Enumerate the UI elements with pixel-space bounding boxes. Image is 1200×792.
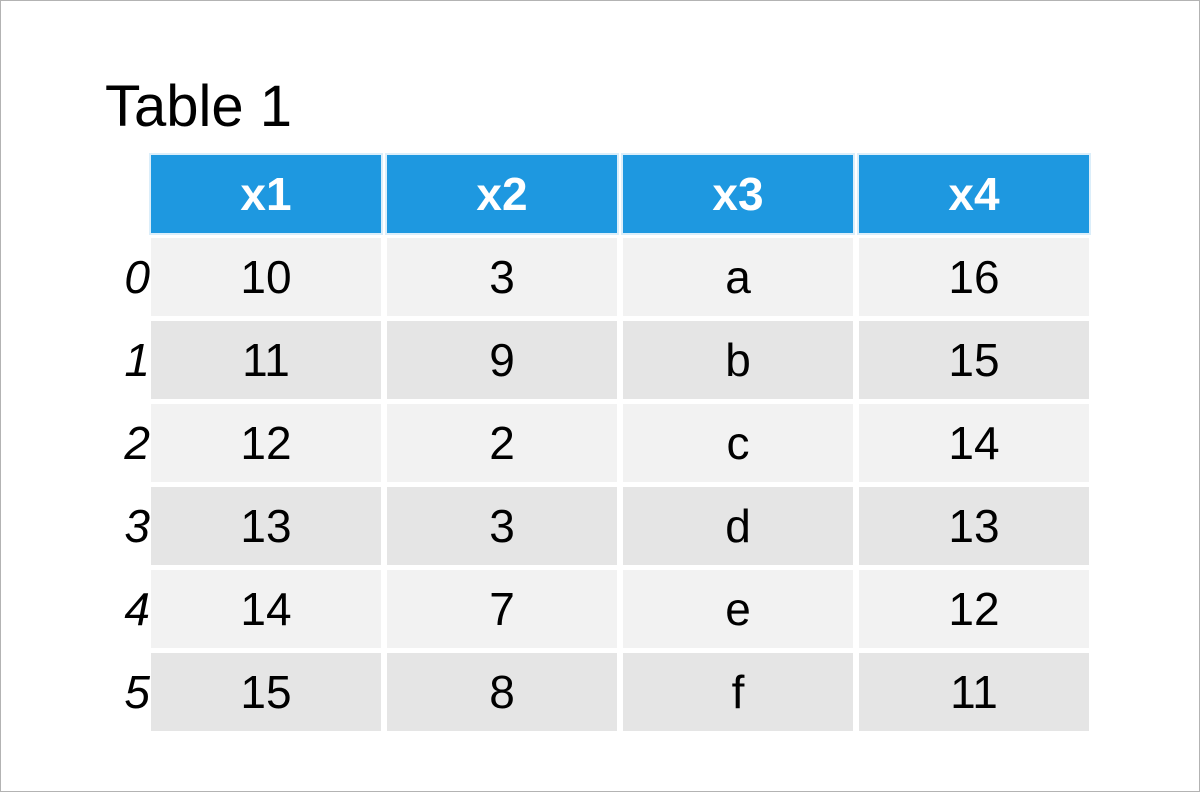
table-cell: d xyxy=(623,487,853,565)
column-header-x3: x3 xyxy=(621,153,855,235)
table-cell: 12 xyxy=(859,570,1089,648)
table-cell: 10 xyxy=(151,238,381,316)
table-cell: 3 xyxy=(387,487,617,565)
table-cell: 8 xyxy=(387,653,617,731)
table-cell: e xyxy=(623,570,853,648)
table-cell: 3 xyxy=(387,238,617,316)
table-cell: 14 xyxy=(859,404,1089,482)
row-index: 5 xyxy=(124,666,150,718)
table-cell: c xyxy=(623,404,853,482)
table-cell: 15 xyxy=(859,321,1089,399)
data-table: x1 x2 x3 x4 10 3 a 16 11 9 b 15 12 2 c 14 13 3 d 13 14 7 e 12 15… xyxy=(149,153,1091,731)
table-cell: b xyxy=(623,321,853,399)
table-cell: 11 xyxy=(151,321,381,399)
table-cell: 9 xyxy=(387,321,617,399)
row-index: 4 xyxy=(124,583,150,635)
column-header-x2: x2 xyxy=(385,153,619,235)
table-cell: 11 xyxy=(859,653,1089,731)
table-cell: f xyxy=(623,653,853,731)
table-cell: a xyxy=(623,238,853,316)
table-cell: 12 xyxy=(151,404,381,482)
row-index: 2 xyxy=(124,417,150,469)
row-index: 3 xyxy=(124,500,150,552)
table-title: Table 1 xyxy=(105,74,293,139)
column-header-x1: x1 xyxy=(149,153,383,235)
table-cell: 2 xyxy=(387,404,617,482)
table-cell: 14 xyxy=(151,570,381,648)
row-index: 0 xyxy=(124,251,150,303)
column-header-x4: x4 xyxy=(857,153,1091,235)
table-cell: 15 xyxy=(151,653,381,731)
table-cell: 16 xyxy=(859,238,1089,316)
table-cell: 7 xyxy=(387,570,617,648)
row-index: 1 xyxy=(124,334,150,386)
table-cell: 13 xyxy=(859,487,1089,565)
table-cell: 13 xyxy=(151,487,381,565)
